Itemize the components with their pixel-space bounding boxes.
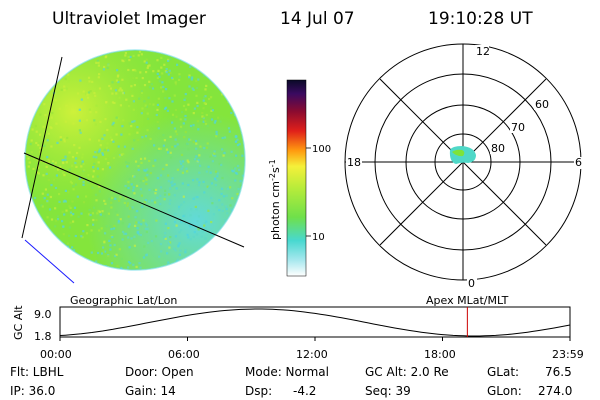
seq-label: Seq: 39 [365,384,411,398]
terminator-line [23,152,245,248]
image-speckle [25,50,244,270]
door-label: Door: Open [125,365,194,379]
polar-label-6: 6 [575,156,582,169]
polar-lat-70: 70 [511,121,525,134]
polar-label-18: 18 [347,156,361,169]
ip-label: IP: 36.0 [10,384,55,398]
limb-arc [21,56,63,239]
info-panel: Flt: LBHL IP: 36.0 Door: Open Gain: 14 M… [10,365,572,398]
alt-plot-left-title: Geographic Lat/Lon [70,294,177,307]
polar-lat-60: 60 [535,98,549,111]
altitude-plot: Geographic Lat/Lon Apex MLat/MLT GC Alt … [12,294,584,361]
flt-label: Flt: LBHL [10,365,64,379]
glon-value: 274.0 [538,384,572,398]
colorbar-tick-100: 100 [312,144,331,155]
glat-value: 76.5 [545,365,572,379]
glat-label: GLat: [487,365,519,379]
alt-plot-xtick-2: 12:00 [296,348,328,361]
polar-lat-80: 80 [491,142,505,155]
polar-label-12: 12 [476,45,490,58]
date-label: 14 Jul 07 [280,9,355,29]
gc-alt-label: GC Alt: 2.0 Re [365,365,449,379]
colorbar-unit-label: photon cm-2s-1 [268,159,282,240]
color-bar: 100 10 photon cm-2s-1 [268,79,331,277]
orbit-track [24,239,75,284]
alt-plot-xtick-0: 00:00 [40,348,72,361]
glon-label: GLon: [487,384,522,398]
time-label: 19:10:28 UT [428,9,533,29]
colorbar-tick-10: 10 [312,232,325,243]
alt-plot-y-label: GC Alt [12,305,25,340]
polar-label-0: 0 [468,277,475,290]
alt-plot-right-title: Apex MLat/MLT [426,294,509,307]
app-title: Ultraviolet Imager [52,9,206,29]
dsp-label: Dsp: [245,384,272,398]
alt-plot-ytick-low: 1.8 [34,330,52,343]
alt-plot-xtick-1: 06:00 [168,348,200,361]
polar-plot: 12 0 18 6 60 70 80 [344,43,584,290]
alt-plot-frame [59,306,571,338]
uv-image [21,49,246,284]
alt-plot-ytick-high: 9.0 [34,308,52,321]
dsp-value: -4.2 [293,384,316,398]
gain-label: Gain: 14 [125,384,176,398]
mode-label: Mode: Normal [245,365,329,379]
alt-plot-xtick-3: 18:00 [424,348,456,361]
altitude-curve [59,308,571,337]
header: Ultraviolet Imager 14 Jul 07 19:10:28 UT [52,9,533,29]
alt-plot-xtick-4: 23:59 [552,348,584,361]
